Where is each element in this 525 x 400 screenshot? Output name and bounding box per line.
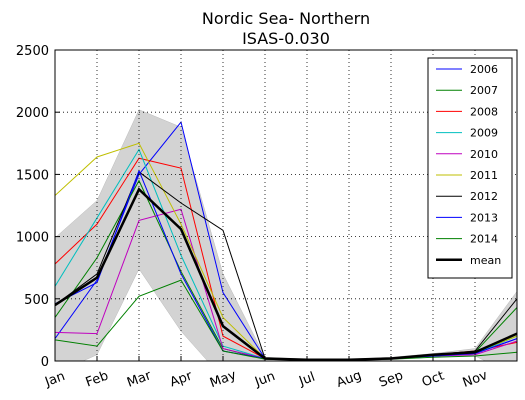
y-tick-label: 1000 <box>16 231 49 246</box>
legend-label: 2012 <box>470 190 498 203</box>
legend-box <box>427 57 513 279</box>
chart-subtitle: ISAS-0.030 <box>242 29 330 48</box>
legend-label: 2011 <box>470 169 498 182</box>
y-tick-label: 2000 <box>16 106 49 121</box>
x-tick-label: Sep <box>377 368 405 390</box>
x-tick-label: Nov <box>461 368 490 391</box>
x-tick-label: Oct <box>420 369 446 391</box>
x-tick-label: Apr <box>168 368 195 390</box>
chart-title: Nordic Sea- Northern <box>202 9 370 28</box>
std-band <box>55 109 517 361</box>
x-tick-label: May <box>208 368 239 391</box>
legend-label: 2006 <box>470 63 498 76</box>
legend-label: 2009 <box>470 127 498 140</box>
legend-label: 2007 <box>470 84 498 97</box>
x-tick-label: Jun <box>252 369 277 390</box>
x-tick-label: Jul <box>296 370 317 390</box>
legend-label: 2013 <box>470 211 498 224</box>
legend-label: 2014 <box>470 233 498 246</box>
x-tick-label: Aug <box>335 368 364 391</box>
x-tick-label: Jan <box>42 369 67 390</box>
legend-label: 2010 <box>470 148 498 161</box>
y-tick-label: 2500 <box>16 44 49 59</box>
y-tick-label: 1500 <box>16 168 49 183</box>
y-tick-label: 0 <box>41 355 49 370</box>
legend-label: mean <box>470 254 501 267</box>
series-line <box>55 187 517 361</box>
plot-area <box>55 109 517 361</box>
axes-frame <box>54 49 518 362</box>
x-tick-label: Feb <box>84 368 111 390</box>
x-tick-label: Mar <box>125 368 154 391</box>
y-tick-label: 500 <box>24 293 49 308</box>
legend-label: 2008 <box>470 105 498 118</box>
